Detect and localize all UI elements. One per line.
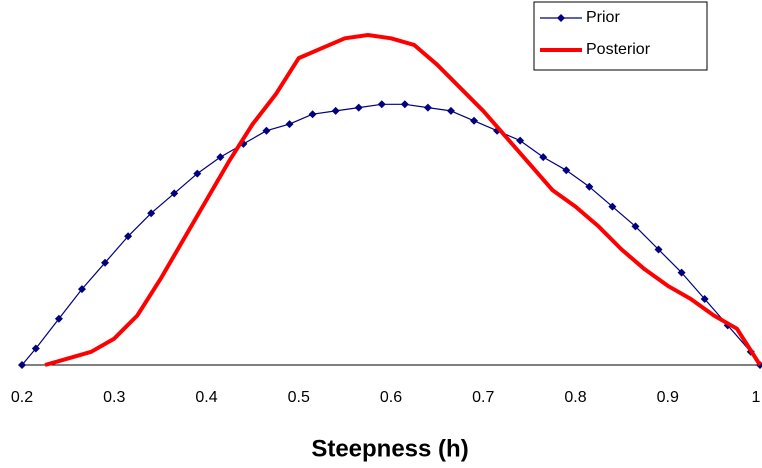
marker [677,268,686,277]
x-tick-label: 0.2 [11,389,33,406]
marker [585,182,594,191]
marker [31,344,40,353]
marker [516,136,525,145]
marker [377,100,386,109]
marker [700,295,709,303]
marker [608,202,617,211]
marker [193,169,202,178]
marker [262,126,271,135]
marker [18,361,26,369]
marker [285,120,294,129]
marker [400,100,409,109]
marker [54,314,63,323]
x-tick-label: 0.9 [657,389,679,406]
marker [77,285,86,294]
x-axis-title: Steepness (h) [311,435,468,462]
x-tick-label: 0.6 [380,389,402,406]
series-line [21,103,761,366]
series-line [44,33,762,367]
legend-label: Posterior [586,41,651,58]
marker [331,106,340,115]
marker [101,258,110,267]
x-tick-label: 0.4 [195,389,217,406]
legend-label: Prior [586,9,620,26]
marker [654,245,663,254]
x-tick-label: 0.8 [564,389,586,406]
marker [216,153,225,162]
x-tick-label: 0.3 [103,389,125,406]
marker [631,222,640,231]
marker [170,189,179,198]
marker [354,103,363,112]
x-tick-label: 0.5 [288,389,310,406]
marker [423,103,432,112]
marker [147,209,156,218]
marker [470,116,479,125]
legend-marker [557,14,565,22]
x-tick-label: 1 [752,389,761,406]
marker [308,110,317,119]
marker [124,232,133,241]
marker [562,166,571,175]
legend-box [533,1,708,71]
x-tick-label: 0.7 [472,389,494,406]
marker [539,153,548,162]
marker [446,106,455,115]
